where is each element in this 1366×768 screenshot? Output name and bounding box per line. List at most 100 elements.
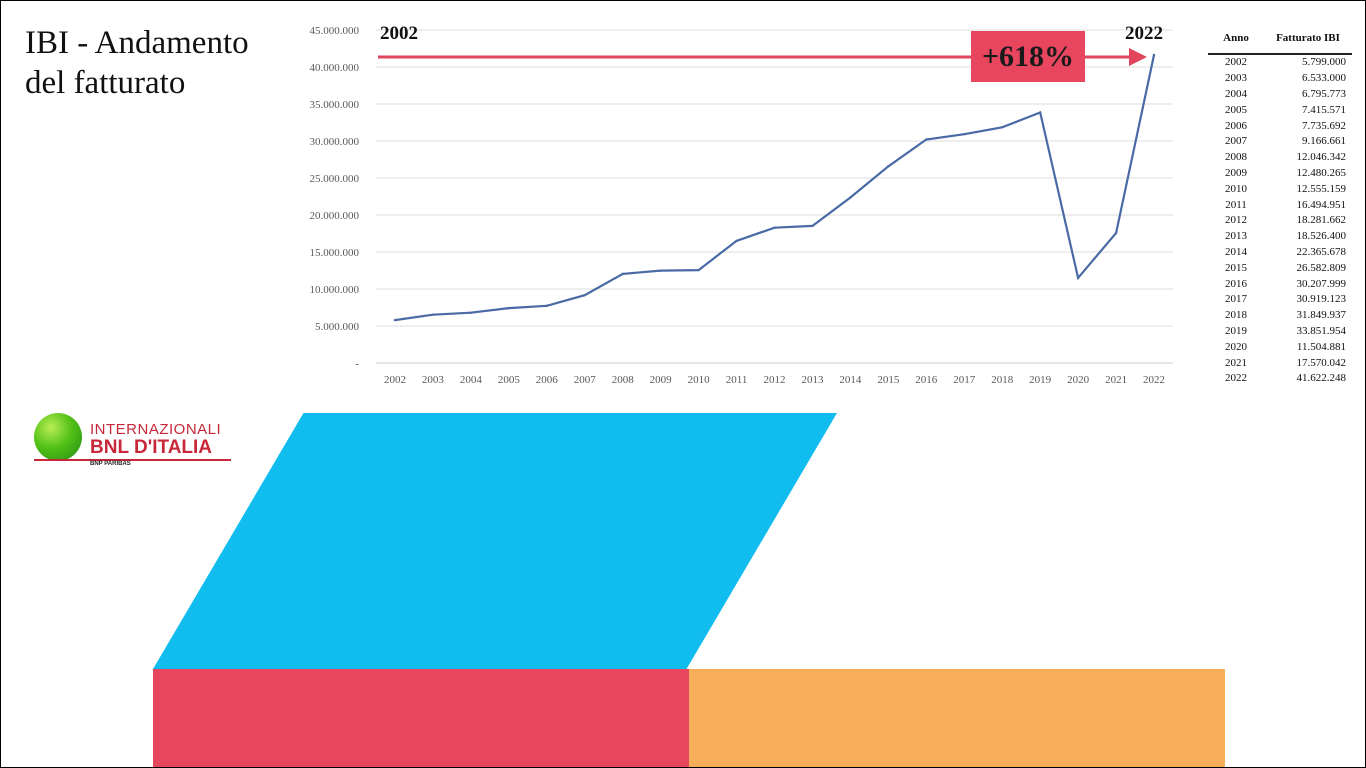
y-tick-label: 25.000.000 bbox=[310, 173, 360, 185]
table-row: 2019 33.851.954 bbox=[1208, 324, 1352, 340]
growth-badge: +618% bbox=[971, 31, 1085, 82]
data-point bbox=[545, 304, 548, 307]
y-tick-label: 45.000.000 bbox=[310, 25, 360, 37]
table-cell-year: 2015 bbox=[1225, 261, 1247, 274]
table-cell-revenue: 16.494.951 bbox=[1296, 198, 1347, 211]
revenue-series-line bbox=[394, 54, 1156, 322]
data-point bbox=[811, 224, 814, 228]
x-tick-label: 2018 bbox=[991, 374, 1014, 386]
table-row: 2013 18.526.400 bbox=[1208, 229, 1352, 245]
data-point bbox=[1038, 111, 1042, 114]
x-tick-label: 2003 bbox=[422, 374, 445, 386]
table-cell-revenue: 18.281.662 bbox=[1296, 214, 1347, 227]
table-cell-year: 2009 bbox=[1225, 166, 1247, 179]
table-row: 2009 12.480.265 bbox=[1208, 166, 1352, 182]
y-tick-label: - bbox=[355, 358, 359, 370]
table-row: 2016 30.207.999 bbox=[1208, 276, 1352, 292]
table-cell-revenue: 31.849.937 bbox=[1296, 309, 1347, 322]
chart-data-points bbox=[393, 53, 1156, 322]
table-cell-year: 2017 bbox=[1225, 293, 1247, 306]
x-tick-label: 2002 bbox=[384, 374, 406, 386]
table-cell-year: 2003 bbox=[1225, 72, 1247, 85]
chart-gridlines bbox=[376, 29, 1173, 364]
data-point bbox=[393, 318, 397, 322]
data-point bbox=[431, 313, 435, 316]
decorative-orange-block bbox=[689, 669, 1225, 767]
table-row: 2022 41.622.248 bbox=[1208, 371, 1352, 387]
data-point bbox=[583, 293, 586, 297]
table-cell-revenue: 33.851.954 bbox=[1296, 324, 1347, 337]
table-row: 2008 12.046.342 bbox=[1208, 150, 1352, 166]
table-cell-revenue: 22.365.678 bbox=[1296, 245, 1347, 258]
table-row: 2020 11.504.881 bbox=[1208, 339, 1352, 355]
x-tick-label: 2013 bbox=[801, 374, 824, 386]
table-row: 2007 9.166.661 bbox=[1208, 134, 1352, 150]
data-point bbox=[469, 311, 473, 314]
x-tick-label: 2014 bbox=[839, 374, 862, 386]
table-cell-year: 2019 bbox=[1225, 324, 1247, 337]
logo-text-line2: BNL D'ITALIA bbox=[90, 437, 213, 458]
x-tick-label: 2011 bbox=[726, 374, 748, 386]
table-cell-year: 2022 bbox=[1225, 372, 1247, 385]
table-row: 2004 6.795.773 bbox=[1208, 87, 1352, 103]
table-cell-year: 2011 bbox=[1225, 198, 1247, 211]
decorative-blue-parallelogram bbox=[153, 413, 837, 669]
x-tick-label: 2021 bbox=[1105, 374, 1127, 386]
end-year-label: 2022 bbox=[1125, 23, 1163, 44]
table-cell-year: 2004 bbox=[1225, 87, 1247, 100]
data-point bbox=[1001, 126, 1004, 129]
data-point bbox=[659, 269, 662, 272]
table-row: 2012 18.281.662 bbox=[1208, 213, 1352, 229]
data-point bbox=[507, 306, 511, 310]
data-point bbox=[697, 268, 700, 272]
table-row: 2002 5.799.000 bbox=[1208, 54, 1352, 71]
x-tick-label: 2017 bbox=[953, 374, 976, 386]
logo-underline bbox=[34, 459, 231, 461]
x-tick-label: 2012 bbox=[764, 374, 786, 386]
x-tick-label: 2020 bbox=[1067, 374, 1090, 386]
x-tick-label: 2019 bbox=[1029, 374, 1052, 386]
start-year-label: 2002 bbox=[380, 23, 418, 44]
table-cell-revenue: 6.795.773 bbox=[1302, 87, 1346, 100]
table-cell-revenue: 30.919.123 bbox=[1296, 293, 1347, 306]
column-header-year: Anno bbox=[1223, 32, 1249, 44]
table-cell-revenue: 18.526.400 bbox=[1296, 230, 1347, 243]
growth-arrow-head bbox=[1129, 48, 1147, 66]
table-row: 2011 16.494.951 bbox=[1208, 197, 1352, 213]
table-cell-year: 2007 bbox=[1225, 135, 1247, 148]
chart-x-axis: 2002 2003 2004 2005 2006 2007 2008 2009 2010 2011… bbox=[384, 374, 1165, 386]
table-cell-revenue: 26.582.809 bbox=[1296, 261, 1347, 274]
column-header-revenue: Fatturato IBI bbox=[1276, 32, 1340, 44]
tournament-logo: INTERNAZIONALI BNL D'ITALIA BNP PARIBAS bbox=[34, 413, 239, 473]
x-tick-label: 2005 bbox=[498, 374, 521, 386]
x-tick-label: 2015 bbox=[877, 374, 900, 386]
table-cell-year: 2002 bbox=[1225, 56, 1247, 69]
tennis-ball-icon bbox=[34, 413, 82, 461]
logo-text-line3: BNP PARIBAS bbox=[90, 461, 131, 467]
table-cell-year: 2012 bbox=[1225, 214, 1247, 227]
table-cell-revenue: 17.570.042 bbox=[1296, 356, 1347, 369]
data-point bbox=[621, 272, 624, 276]
data-point bbox=[1152, 53, 1156, 57]
table-cell-revenue: 6.533.000 bbox=[1302, 72, 1346, 85]
table-cell-year: 2005 bbox=[1225, 103, 1247, 116]
x-tick-label: 2008 bbox=[612, 374, 635, 386]
table-cell-year: 2016 bbox=[1225, 277, 1247, 290]
table-cell-year: 2008 bbox=[1225, 151, 1247, 164]
y-tick-label: 15.000.000 bbox=[310, 247, 360, 259]
table-header-row: Anno Fatturato IBI bbox=[1208, 23, 1352, 54]
slide-title: IBI - Andamento del fatturato bbox=[25, 25, 249, 101]
table-cell-year: 2021 bbox=[1225, 356, 1247, 369]
y-tick-label: 10.000.000 bbox=[310, 284, 360, 296]
data-point bbox=[925, 138, 928, 141]
table-row: 2006 7.735.692 bbox=[1208, 118, 1352, 134]
table-cell-revenue: 5.799.000 bbox=[1302, 56, 1346, 69]
table-cell-year: 2018 bbox=[1225, 309, 1247, 322]
y-tick-label: 20.000.000 bbox=[310, 210, 360, 222]
x-tick-label: 2010 bbox=[688, 374, 711, 386]
logo-text-line1: INTERNAZIONALI bbox=[90, 421, 222, 438]
data-point bbox=[887, 165, 890, 168]
data-point bbox=[735, 239, 738, 243]
table-cell-year: 2020 bbox=[1225, 340, 1247, 353]
table-cell-revenue: 7.415.571 bbox=[1302, 103, 1346, 116]
